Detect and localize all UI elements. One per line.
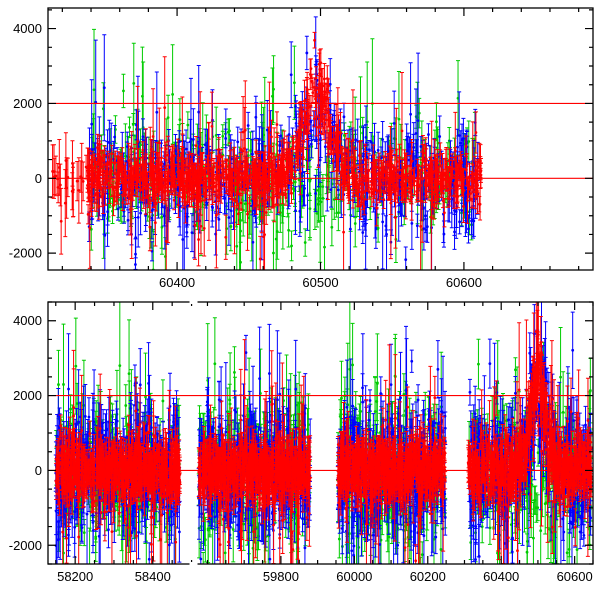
light-curves-canvas (0, 0, 600, 600)
light-curve-figure (0, 0, 600, 600)
